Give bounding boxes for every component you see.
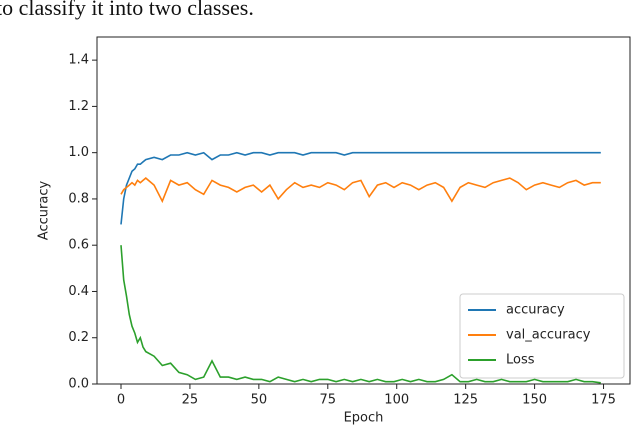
x-tick-label: 25 — [182, 393, 199, 408]
x-tick-label: 50 — [251, 393, 268, 408]
y-tick-label: 0.2 — [68, 330, 89, 345]
x-tick-label: 150 — [522, 393, 547, 408]
legend-box — [459, 293, 625, 379]
y-axis-label: Accuracy — [37, 181, 52, 241]
caption: to classify it into two classes. — [0, 0, 254, 20]
x-tick-label: 125 — [453, 393, 478, 408]
x-tick-label: 0 — [117, 393, 125, 408]
x-tick-label: 100 — [384, 393, 409, 408]
x-tick-label: 75 — [320, 393, 337, 408]
x-axis-label: Epoch — [344, 411, 384, 426]
series-line — [120, 151, 601, 225]
y-tick-label: 0.6 — [68, 238, 89, 253]
y-tick-label: 1.0 — [68, 145, 89, 160]
series-line — [120, 177, 601, 204]
y-tick-label: 0.8 — [68, 191, 89, 206]
legend-label: val_accuracy — [506, 328, 591, 343]
series-line — [120, 245, 601, 384]
x-tick-label: 175 — [591, 393, 616, 408]
y-tick-label: 0.4 — [68, 284, 89, 299]
y-tick-label: 0.0 — [68, 377, 89, 392]
y-tick-label: 1.4 — [68, 53, 89, 68]
legend-label: accuracy — [506, 303, 565, 318]
plot-frame — [96, 36, 631, 385]
legend-label: Loss — [506, 353, 535, 368]
y-tick-label: 1.2 — [68, 99, 89, 114]
